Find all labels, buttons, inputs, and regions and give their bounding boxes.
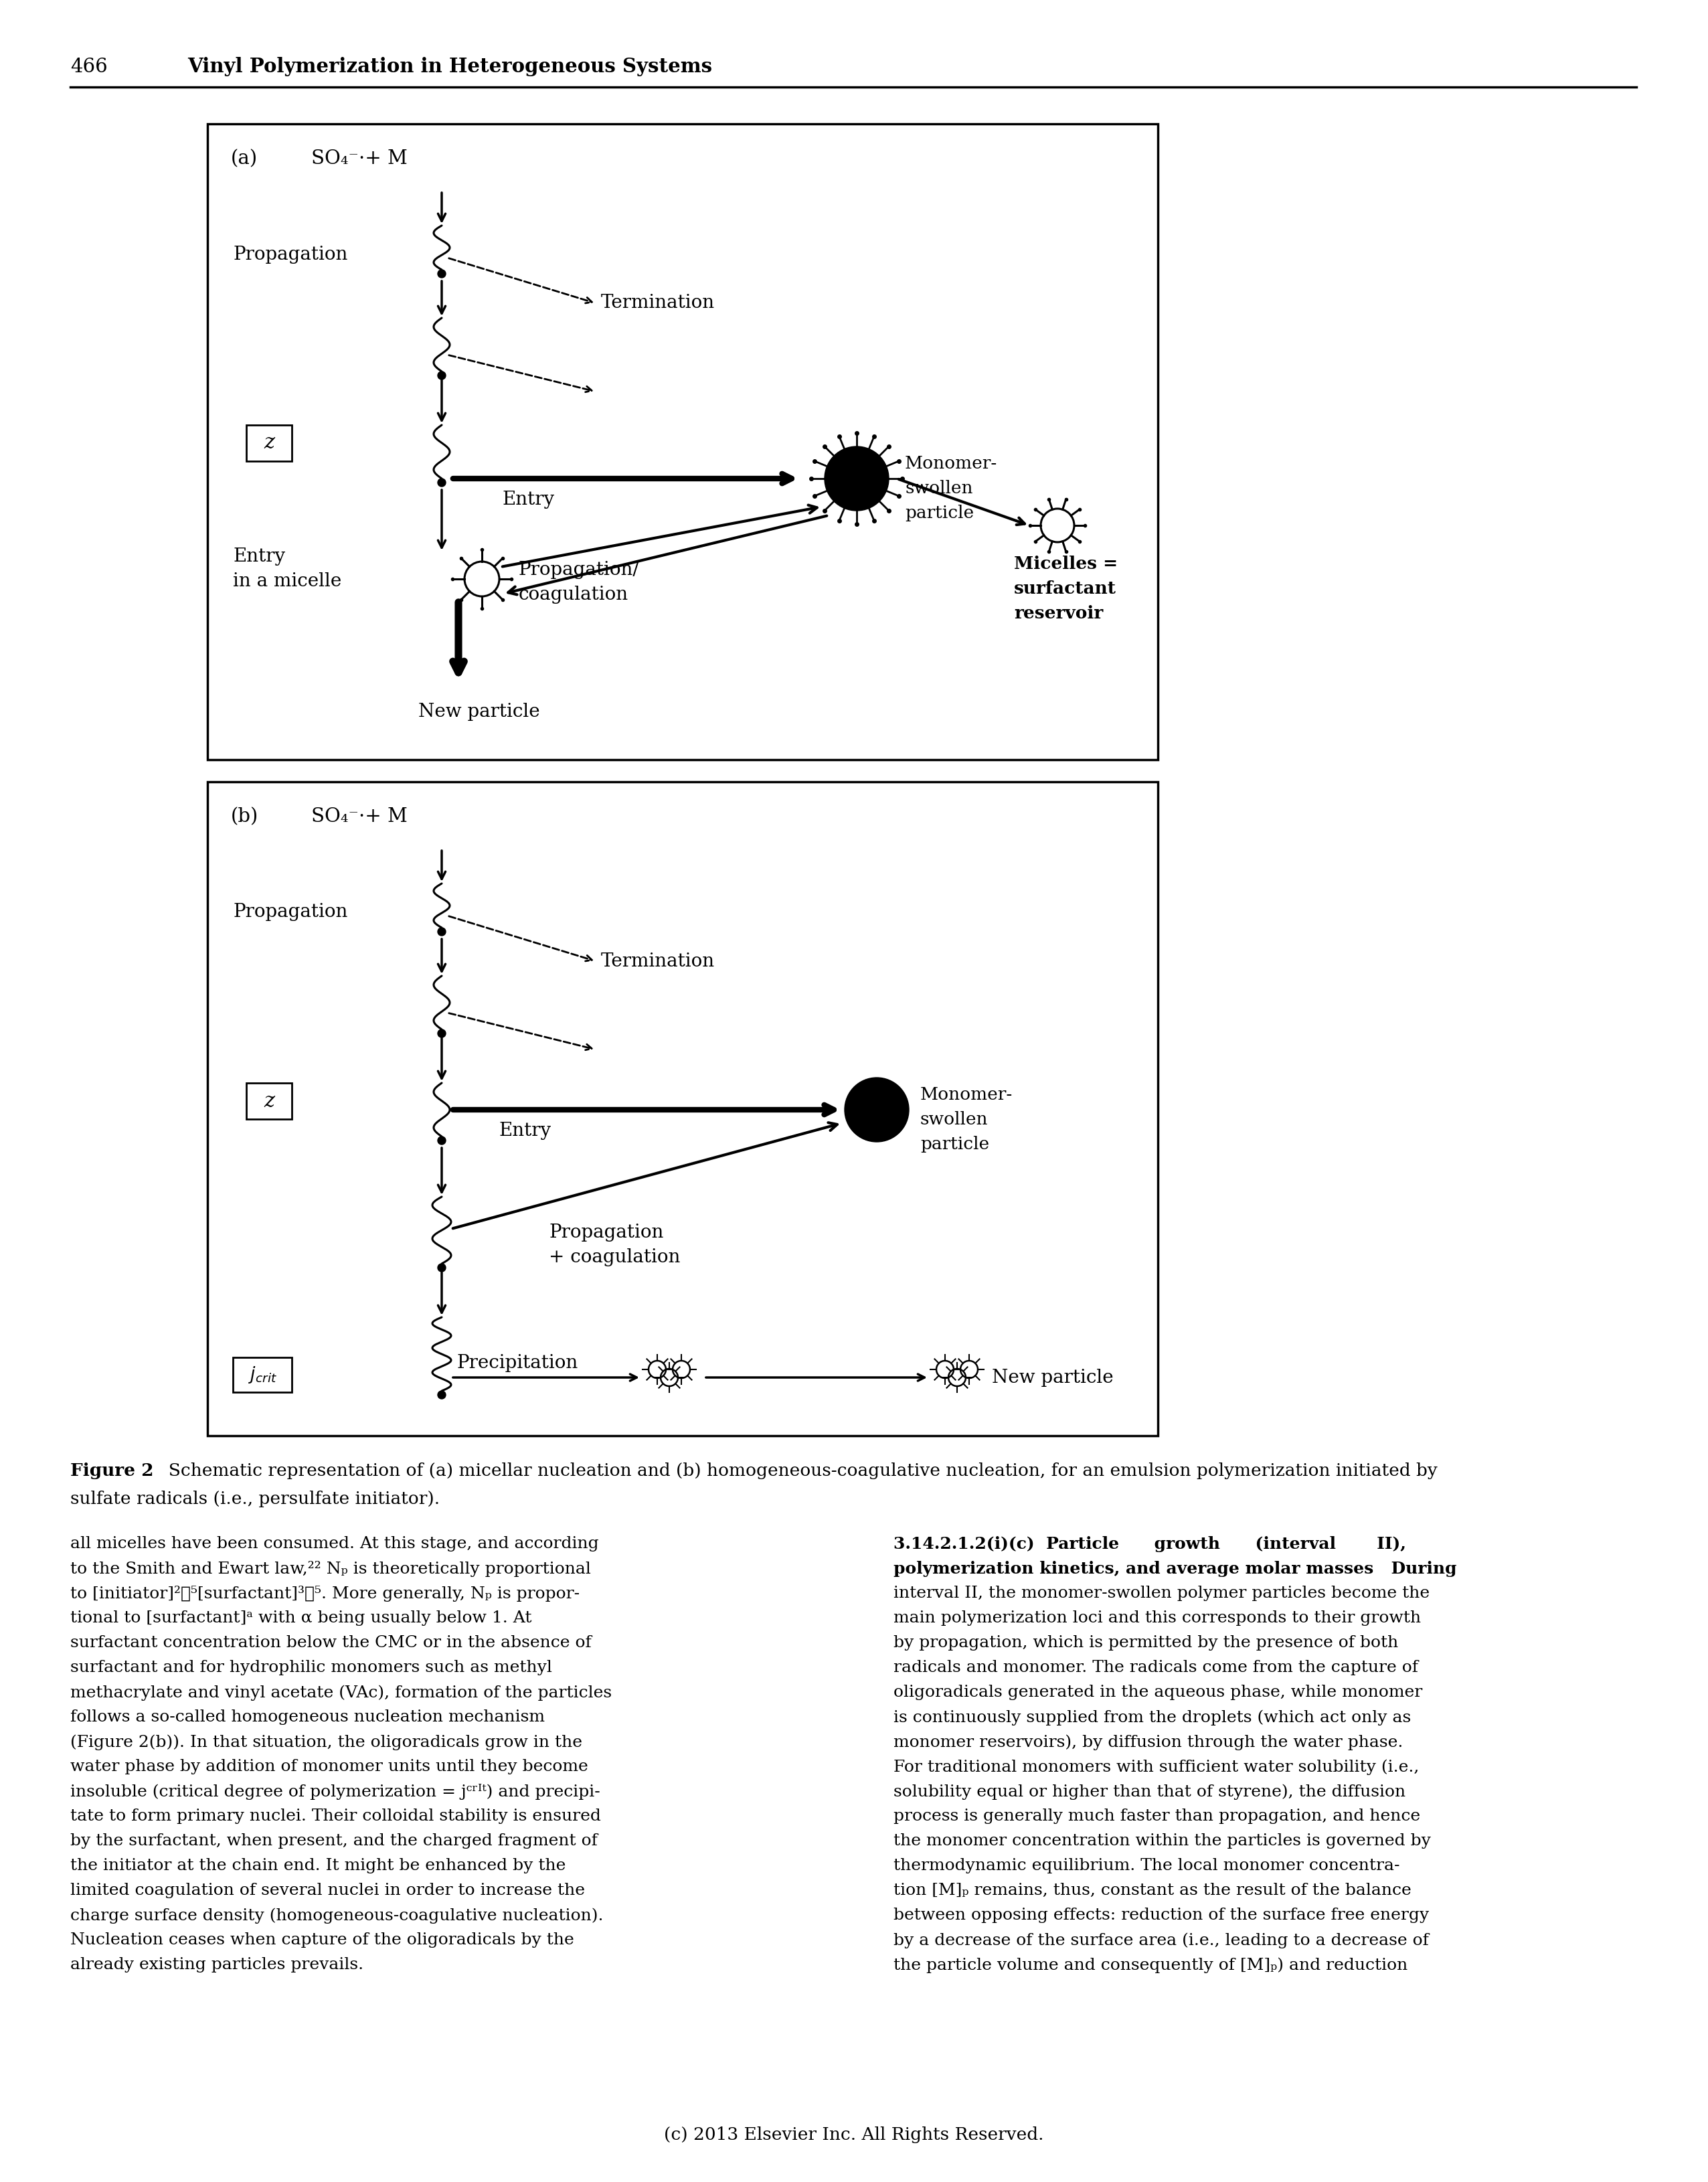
Circle shape [437,1390,446,1399]
Text: Termination: Termination [601,295,716,312]
Text: process is generally much faster than propagation, and hence: process is generally much faster than pr… [893,1809,1421,1824]
Text: surfactant and for hydrophilic monomers such as methyl: surfactant and for hydrophilic monomers … [70,1661,552,1676]
Text: (b): (b) [231,807,258,827]
Circle shape [437,271,446,277]
Text: charge surface density (homogeneous-coagulative nucleation).: charge surface density (homogeneous-coag… [70,1907,603,1922]
Text: Propagation: Propagation [232,903,348,921]
Bar [246,1082,292,1119]
Circle shape [437,1137,446,1146]
Text: limited coagulation of several nuclei in order to increase the: limited coagulation of several nuclei in… [70,1883,584,1898]
Text: the initiator at the chain end. It might be enhanced by the: the initiator at the chain end. It might… [70,1859,565,1874]
Text: monomer reservoirs), by diffusion through the water phase.: monomer reservoirs), by diffusion throug… [893,1735,1402,1750]
Text: surfactant concentration below the CMC or in the absence of: surfactant concentration below the CMC o… [70,1634,591,1650]
Text: z: z [263,1091,275,1111]
Text: the particle volume and consequently of [M]ₚ) and reduction: the particle volume and consequently of … [893,1957,1407,1973]
Text: Propagation: Propagation [232,244,348,264]
Text: 3.14.2.1.2(i)(c)  Particle      growth      (interval       II),: 3.14.2.1.2(i)(c) Particle growth (interv… [893,1536,1406,1551]
Text: z: z [263,432,275,454]
Text: Propagation/
coagulation: Propagation/ coagulation [519,561,640,604]
Bar [246,425,292,460]
Text: the monomer concentration within the particles is governed by: the monomer concentration within the par… [893,1833,1431,1848]
Circle shape [437,1030,446,1036]
Text: by propagation, which is permitted by the presence of both: by propagation, which is permitted by th… [893,1634,1399,1650]
Circle shape [845,1078,909,1141]
Text: tion [M]ₚ remains, thus, constant as the result of the balance: tion [M]ₚ remains, thus, constant as the… [893,1883,1411,1898]
Text: Micelles =
surfactant
reservoir: Micelles = surfactant reservoir [1015,556,1117,622]
Text: Monomer-
swollen
particle: Monomer- swollen particle [921,1087,1013,1152]
Text: follows a so-called homogeneous nucleation mechanism: follows a so-called homogeneous nucleati… [70,1709,545,1724]
Text: is continuously supplied from the droplets (which act only as: is continuously supplied from the drople… [893,1709,1411,1726]
Circle shape [437,927,446,936]
Circle shape [437,1263,446,1272]
Text: polymerization kinetics, and average molar masses   During: polymerization kinetics, and average mol… [893,1560,1457,1578]
Text: Precipitation: Precipitation [456,1353,577,1372]
Text: all micelles have been consumed. At this stage, and according: all micelles have been consumed. At this… [70,1536,600,1551]
Text: between opposing effects: reduction of the surface free energy: between opposing effects: reduction of t… [893,1907,1430,1922]
Text: tional to [surfactant]ᵃ with α being usually below 1. At: tional to [surfactant]ᵃ with α being usu… [70,1610,531,1626]
Text: (a): (a) [231,148,258,168]
Text: New particle: New particle [992,1368,1114,1386]
Text: $j_{crit}$: $j_{crit}$ [248,1364,277,1386]
Text: SO₄⁻·+ M: SO₄⁻·+ M [311,807,408,827]
Text: (c) 2013 Elsevier Inc. All Rights Reserved.: (c) 2013 Elsevier Inc. All Rights Reserv… [664,2127,1044,2143]
Text: thermodynamic equilibrium. The local monomer concentra-: thermodynamic equilibrium. The local mon… [893,1859,1401,1874]
Text: insoluble (critical degree of polymerization = jᶜʳᴵᵗ) and precipi-: insoluble (critical degree of polymeriza… [70,1783,600,1800]
Text: oligoradicals generated in the aqueous phase, while monomer: oligoradicals generated in the aqueous p… [893,1685,1423,1700]
Text: to the Smith and Ewart law,²² Nₚ is theoretically proportional: to the Smith and Ewart law,²² Nₚ is theo… [70,1560,591,1578]
Text: already existing particles prevails.: already existing particles prevails. [70,1957,364,1973]
Circle shape [437,371,446,380]
Text: New particle: New particle [418,703,540,720]
Circle shape [825,447,888,511]
Bar [232,1357,292,1392]
Text: 466: 466 [70,57,108,76]
Text: by the surfactant, when present, and the charged fragment of: by the surfactant, when present, and the… [70,1833,598,1848]
Text: For traditional monomers with sufficient water solubility (i.e.,: For traditional monomers with sufficient… [893,1759,1419,1774]
Bar [207,124,1158,759]
Text: main polymerization loci and this corresponds to their growth: main polymerization loci and this corres… [893,1610,1421,1626]
Text: Monomer-
swollen
particle: Monomer- swollen particle [905,456,997,521]
Text: Entry: Entry [502,491,555,508]
Text: water phase by addition of monomer units until they become: water phase by addition of monomer units… [70,1759,588,1774]
Text: Vinyl Polymerization in Heterogeneous Systems: Vinyl Polymerization in Heterogeneous Sy… [188,57,712,76]
Text: interval II, the monomer-swollen polymer particles become the: interval II, the monomer-swollen polymer… [893,1586,1430,1602]
Text: Propagation
+ coagulation: Propagation + coagulation [548,1224,680,1268]
Text: Entry
in a micelle: Entry in a micelle [232,548,342,591]
Text: Schematic representation of (a) micellar nucleation and (b) homogeneous-coagulat: Schematic representation of (a) micellar… [157,1462,1438,1479]
Text: radicals and monomer. The radicals come from the capture of: radicals and monomer. The radicals come … [893,1661,1418,1676]
Text: Entry: Entry [499,1122,552,1139]
Text: by a decrease of the surface area (i.e., leading to a decrease of: by a decrease of the surface area (i.e.,… [893,1933,1430,1949]
Text: (Figure 2(b)). In that situation, the oligoradicals grow in the: (Figure 2(b)). In that situation, the ol… [70,1735,582,1750]
Text: Termination: Termination [601,951,716,971]
Circle shape [437,478,446,487]
Text: tate to form primary nuclei. Their colloidal stability is ensured: tate to form primary nuclei. Their collo… [70,1809,601,1824]
Text: methacrylate and vinyl acetate (VAc), formation of the particles: methacrylate and vinyl acetate (VAc), fo… [70,1685,611,1700]
Text: to [initiator]²ᐟ⁵[surfactant]³ᐟ⁵. More generally, Nₚ is propor-: to [initiator]²ᐟ⁵[surfactant]³ᐟ⁵. More g… [70,1586,579,1602]
Text: Figure 2: Figure 2 [70,1462,154,1479]
Text: Nucleation ceases when capture of the oligoradicals by the: Nucleation ceases when capture of the ol… [70,1933,574,1949]
Text: SO₄⁻·+ M: SO₄⁻·+ M [311,148,408,168]
Text: sulfate radicals (i.e., persulfate initiator).: sulfate radicals (i.e., persulfate initi… [70,1490,439,1508]
Bar [207,781,1158,1436]
Text: solubility equal or higher than that of styrene), the diffusion: solubility equal or higher than that of … [893,1783,1406,1800]
